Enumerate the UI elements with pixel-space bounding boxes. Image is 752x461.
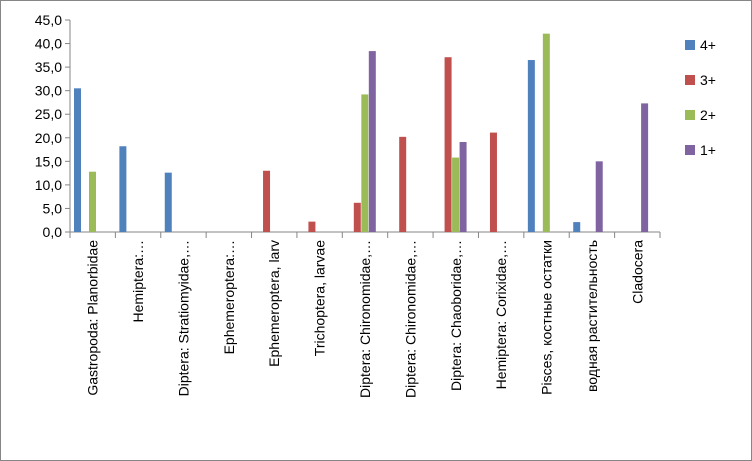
category-label: Diptera: Chironomidae,… bbox=[357, 240, 373, 398]
category-label: Pisces, костные остатки bbox=[539, 240, 555, 395]
y-tick-label: 0,0 bbox=[43, 224, 63, 240]
bar bbox=[527, 60, 535, 232]
bar bbox=[119, 146, 127, 232]
bar bbox=[452, 157, 460, 232]
category-label: водная растительность bbox=[584, 240, 600, 392]
bar bbox=[641, 103, 649, 233]
y-tick-label: 25,0 bbox=[35, 106, 62, 122]
legend-swatch bbox=[685, 40, 695, 50]
legend-label: 4+ bbox=[700, 37, 716, 53]
bar bbox=[164, 172, 172, 232]
bar bbox=[263, 170, 271, 232]
legend-label: 1+ bbox=[700, 142, 716, 158]
bar bbox=[444, 57, 452, 233]
legend-swatch bbox=[685, 75, 695, 85]
bar bbox=[353, 202, 361, 232]
legend-swatch bbox=[685, 145, 695, 155]
category-label: Hemiptera:… bbox=[130, 240, 146, 322]
legend-swatch bbox=[685, 110, 695, 120]
category-label: Diptera: Chironomidae,… bbox=[402, 240, 418, 398]
category-label: Diptera: Chaoboridae,… bbox=[448, 240, 464, 391]
category-label: Ephemeroptera, larv bbox=[266, 240, 282, 367]
category-label: Hemiptera: Corixidae,… bbox=[493, 240, 509, 389]
category-label: Gastropoda: Planorbidae bbox=[85, 240, 101, 396]
y-tick-label: 45,0 bbox=[35, 12, 62, 28]
y-tick-label: 40,0 bbox=[35, 36, 62, 52]
category-label: Diptera: Stratiomyidae,… bbox=[175, 240, 191, 396]
bar bbox=[399, 136, 407, 232]
y-tick-label: 10,0 bbox=[35, 177, 62, 193]
legend-label: 3+ bbox=[700, 72, 716, 88]
bar bbox=[489, 132, 497, 232]
y-tick-label: 20,0 bbox=[35, 130, 62, 146]
bar bbox=[573, 222, 581, 232]
bar bbox=[595, 161, 603, 232]
category-label: Trichoptera, larvae bbox=[312, 240, 328, 356]
bar bbox=[89, 171, 96, 232]
y-tick-label: 30,0 bbox=[35, 83, 62, 99]
y-tick-label: 35,0 bbox=[35, 59, 62, 75]
bar bbox=[368, 51, 376, 232]
bar bbox=[542, 33, 550, 232]
category-label: Cladocera bbox=[629, 240, 645, 304]
bar bbox=[74, 88, 81, 232]
bar bbox=[361, 94, 369, 233]
bar bbox=[308, 221, 316, 232]
legend-label: 2+ bbox=[700, 107, 716, 123]
category-label: Ephemeroptera:… bbox=[221, 240, 237, 354]
y-tick-label: 15,0 bbox=[35, 153, 62, 169]
y-tick-label: 5,0 bbox=[43, 200, 63, 216]
bar bbox=[459, 142, 467, 232]
